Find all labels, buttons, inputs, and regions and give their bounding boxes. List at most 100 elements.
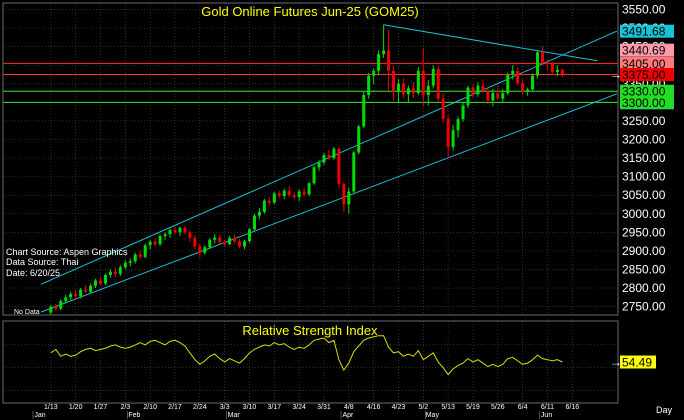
candle xyxy=(218,235,222,245)
candle-body xyxy=(396,83,400,92)
price-value-boxes: 3491.683440.693375.503298.803405.003375.… xyxy=(610,24,674,370)
rsi-value-box xyxy=(620,355,656,369)
x-month-label: Mar xyxy=(228,412,241,419)
candle xyxy=(243,239,247,250)
candle-body xyxy=(138,254,142,257)
candle-body xyxy=(357,126,361,153)
candle xyxy=(396,79,400,103)
candle-body xyxy=(342,184,346,205)
price-value-box xyxy=(620,24,674,38)
x-tick-label: 1/13 xyxy=(44,404,58,411)
candle-body xyxy=(481,85,485,92)
candle-body xyxy=(476,85,480,95)
x-tick-label: 3/17 xyxy=(268,404,282,411)
candle xyxy=(118,264,122,277)
candle-body xyxy=(267,200,271,203)
x-tick-label: 3/24 xyxy=(292,404,306,411)
time-x-axis: 1/13 1/20 1/27 2/3 2/10 2/17 2/24 3/3 3/10 3/17 3/… xyxy=(32,404,579,419)
y-tick-label: 3250.00 xyxy=(622,114,666,128)
main-chart-title: Gold Online Futures Jun-25 (GOM25) xyxy=(201,4,418,19)
candle xyxy=(411,81,415,98)
candle xyxy=(297,189,301,201)
candle-body xyxy=(555,69,559,72)
candle-body xyxy=(526,89,530,92)
candle-body xyxy=(431,68,435,86)
candle-body xyxy=(421,70,425,95)
candle xyxy=(128,258,132,267)
candle xyxy=(257,208,261,220)
candle xyxy=(362,91,366,129)
price-level-lines xyxy=(3,62,618,103)
candle xyxy=(516,67,520,86)
candle-body xyxy=(163,234,167,237)
candle-body xyxy=(521,83,525,92)
y-tick-label: 2750.00 xyxy=(622,300,666,314)
candle-body xyxy=(312,167,316,184)
candle xyxy=(158,234,162,246)
candle xyxy=(486,86,490,105)
x-month-label: Jun xyxy=(541,412,552,419)
candle-body xyxy=(456,119,460,131)
candle-body xyxy=(332,148,336,159)
candle xyxy=(54,303,58,312)
candle-body xyxy=(506,74,510,94)
candle-body xyxy=(471,87,475,95)
candle-body xyxy=(496,93,500,99)
y-tick-label: 3000.00 xyxy=(622,207,666,221)
candle-body xyxy=(208,239,212,248)
rsi-chart-title: Relative Strength Index xyxy=(242,323,378,338)
candle xyxy=(178,226,182,237)
y-tick-label: 3550.00 xyxy=(622,3,666,17)
price-value-box-label: 3491.68 xyxy=(622,25,666,39)
candle xyxy=(382,24,386,58)
candle-body xyxy=(89,285,93,292)
candle xyxy=(466,85,470,108)
x-tick-label: 4/23 xyxy=(392,404,406,411)
candle-body xyxy=(446,119,450,147)
candle xyxy=(431,65,435,89)
candle-body xyxy=(59,301,63,309)
y-tick-label: 2900.00 xyxy=(622,244,666,258)
y-tick-label: 2950.00 xyxy=(622,225,666,239)
y-tick-label: 3100.00 xyxy=(622,170,666,184)
candle xyxy=(198,243,202,258)
candle xyxy=(541,46,545,66)
x-tick-label: 5/2 xyxy=(418,404,428,411)
candle-body xyxy=(491,93,495,101)
candle-body xyxy=(277,193,281,196)
candle-body xyxy=(541,52,545,63)
candle xyxy=(560,68,564,78)
candle xyxy=(168,228,172,238)
candle xyxy=(282,188,286,199)
candle-body xyxy=(153,241,157,245)
candle-body xyxy=(441,98,445,120)
candle xyxy=(322,152,326,165)
price-value-box-label: 3300.00 xyxy=(622,96,666,110)
candle-body xyxy=(317,162,321,168)
x-tick-label: 3/10 xyxy=(243,404,257,411)
candle xyxy=(347,187,351,214)
x-month-label: Jan xyxy=(34,412,45,419)
candle-body xyxy=(531,75,535,90)
candle-body xyxy=(252,215,256,230)
candle-body xyxy=(466,87,470,106)
candle xyxy=(471,83,475,98)
x-tick-label: 2/3 xyxy=(120,404,130,411)
candle xyxy=(238,239,242,248)
candle xyxy=(332,146,336,160)
candle xyxy=(203,245,207,255)
candle-body xyxy=(238,241,242,247)
price-value-box xyxy=(620,68,674,82)
candle xyxy=(387,29,391,92)
price-value-box-label: 3440.69 xyxy=(622,44,666,58)
candle-body xyxy=(406,88,410,95)
candle xyxy=(59,299,63,311)
candle xyxy=(252,213,256,231)
y-tick-label: 3200.00 xyxy=(622,133,666,147)
x-tick-label: 6/4 xyxy=(518,404,528,411)
candle-body xyxy=(257,211,261,216)
candle-body xyxy=(322,155,326,163)
candle-body xyxy=(79,289,83,297)
y-tick-label: 3150.00 xyxy=(622,151,666,165)
candle-body xyxy=(550,63,554,72)
